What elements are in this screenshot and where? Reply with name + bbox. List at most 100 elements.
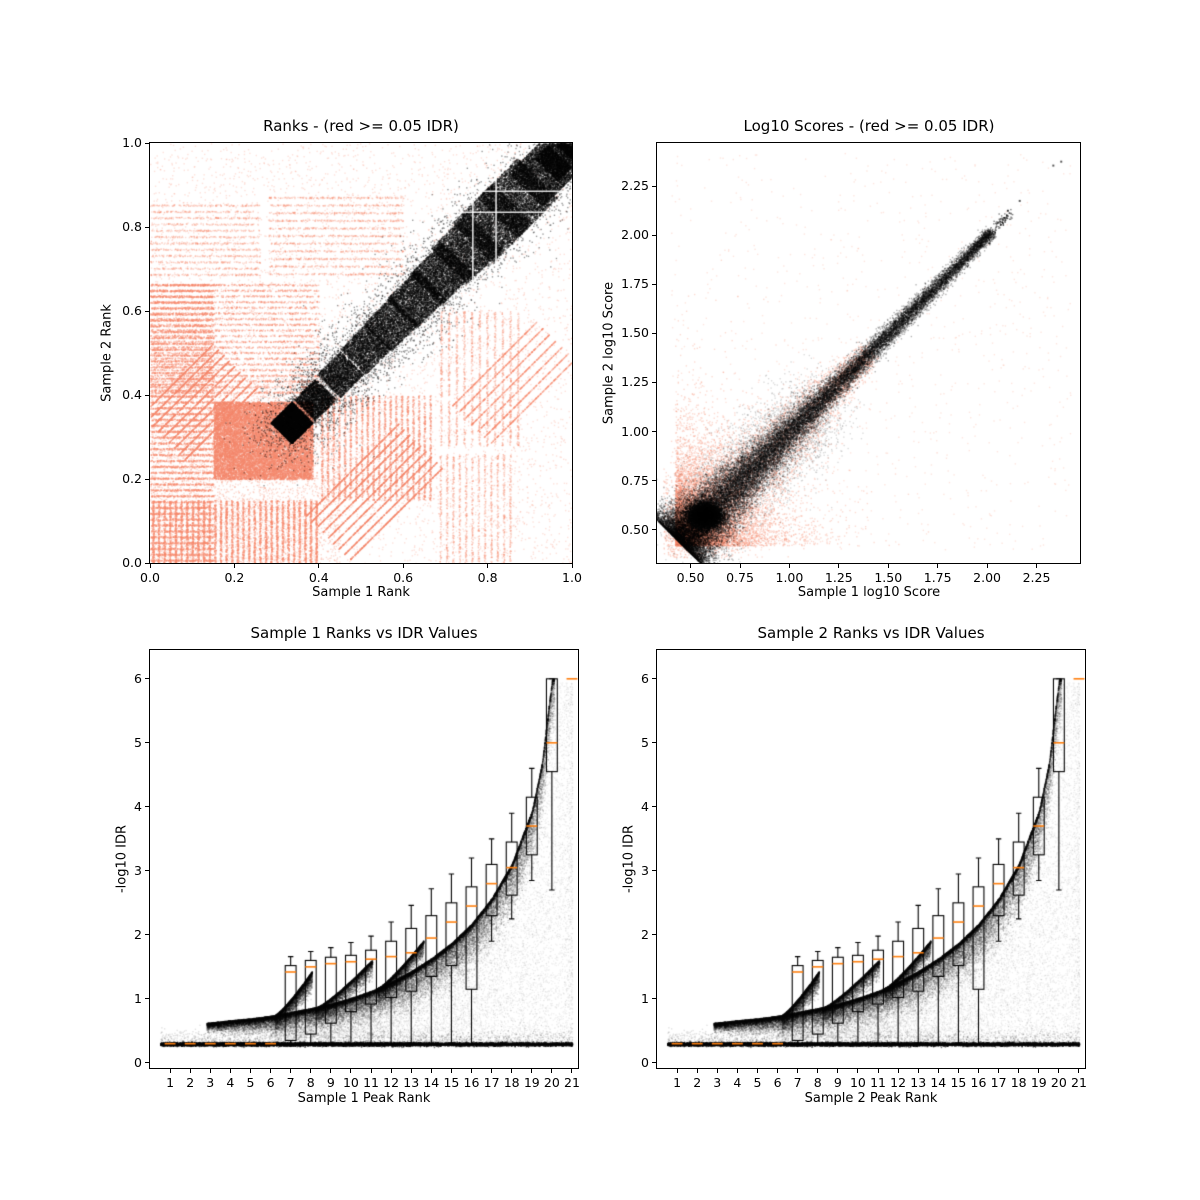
y-tick-mark — [652, 870, 656, 872]
y-tick-mark — [652, 234, 656, 236]
x-tick-label: 12 — [383, 1075, 400, 1090]
y-tick-mark — [652, 431, 656, 432]
y-tick-label: 1 — [134, 990, 142, 1006]
y-tick-label: 2 — [641, 926, 649, 942]
x-tick-label: 10 — [342, 1075, 359, 1090]
y-tick-label: 4 — [641, 798, 649, 814]
y-tick-label: 0 — [134, 1054, 142, 1070]
x-tick-label: 17 — [990, 1075, 1007, 1090]
y-tick-mark — [652, 742, 656, 744]
x-tick-mark — [777, 1069, 779, 1073]
x-tick-mark — [402, 564, 404, 568]
y-tick-mark — [145, 310, 149, 312]
y-tick-mark — [145, 934, 149, 936]
x-tick-label: 18 — [503, 1075, 520, 1090]
x-tick-mark — [270, 1069, 272, 1073]
x-tick-mark — [917, 1069, 919, 1073]
y-tick-label: 0 — [641, 1054, 649, 1070]
x-tick-mark — [857, 1069, 859, 1073]
x-tick-mark — [487, 564, 489, 568]
x-tick-label: 3 — [713, 1075, 722, 1090]
x-tick-mark — [430, 1069, 432, 1073]
x-tick-label: 1.00 — [775, 570, 804, 585]
x-tick-mark — [690, 564, 692, 568]
x-tick-label: 2.00 — [973, 570, 1002, 585]
x-tick-label: 13 — [910, 1075, 927, 1090]
x-tick-label: 0.75 — [726, 570, 754, 585]
x-tick-mark — [450, 1069, 452, 1073]
y-tick-label: 0.6 — [122, 303, 142, 318]
x-tick-mark — [716, 1069, 718, 1073]
x-tick-label: 8 — [306, 1075, 315, 1090]
x-tick-mark — [209, 1069, 211, 1073]
x-tick-label: 16 — [970, 1075, 987, 1090]
y-tick-label: 0.4 — [122, 387, 142, 402]
ranks-xlabel: Sample 1 Rank — [312, 585, 410, 600]
x-tick-mark — [249, 1069, 251, 1073]
x-tick-mark — [897, 1069, 899, 1073]
x-tick-mark — [491, 1069, 493, 1073]
y-tick-label: 3 — [134, 862, 142, 878]
x-tick-mark — [736, 1069, 738, 1073]
x-tick-label: 21 — [564, 1075, 580, 1090]
y-tick-mark — [145, 870, 149, 872]
x-tick-mark — [390, 1069, 392, 1073]
ranks-scatter-plot: 0.0 0.2 0.4 0.6 0.8 1.0 0.0 0.2 0.4 0.6 0.8 1.0 — [122, 135, 582, 585]
x-tick-label: 5 — [246, 1075, 255, 1090]
y-tick-label: 2.00 — [621, 227, 649, 243]
y-tick-label: 4 — [134, 798, 142, 814]
x-tick-mark — [511, 1069, 513, 1073]
x-tick-mark — [838, 564, 840, 568]
y-tick-mark — [145, 142, 149, 144]
y-tick-label: 2.25 — [621, 178, 649, 194]
x-tick-mark — [788, 564, 790, 568]
x-tick-label: 20 — [1050, 1075, 1067, 1090]
y-tick-label: 0.0 — [122, 555, 142, 570]
sample1-idr-xlabel: Sample 1 Peak Rank — [297, 1091, 431, 1106]
x-tick-mark — [817, 1069, 819, 1073]
scores-scatter-plot: 0.50 0.75 1.00 1.25 1.50 1.75 2.00 2.25 0.50 0.75… — [621, 142, 1081, 585]
x-tick-mark — [978, 1069, 979, 1073]
x-tick-mark — [571, 564, 573, 568]
x-tick-label: 7 — [286, 1075, 295, 1090]
y-tick-mark — [145, 1062, 149, 1064]
x-tick-mark — [937, 564, 939, 568]
x-tick-mark — [471, 1069, 472, 1073]
x-tick-mark — [739, 564, 741, 568]
x-tick-label: 0.8 — [477, 570, 498, 585]
x-tick-label: 1.50 — [874, 570, 903, 585]
y-tick-mark — [652, 934, 656, 936]
x-tick-label: 12 — [890, 1075, 907, 1090]
x-tick-label: 9 — [326, 1075, 335, 1090]
y-tick-label: 1.25 — [621, 374, 649, 390]
x-tick-label: 14 — [930, 1075, 947, 1090]
sample2-idr-ylabel: -log10 IDR — [621, 824, 637, 894]
y-tick-label: 0.75 — [621, 472, 649, 488]
x-tick-label: 1 — [673, 1075, 682, 1090]
x-tick-mark — [410, 1069, 412, 1073]
y-tick-mark — [145, 678, 149, 680]
y-tick-mark — [145, 562, 149, 564]
x-tick-mark — [551, 1069, 553, 1073]
x-tick-mark — [887, 564, 889, 568]
x-tick-mark — [1078, 1069, 1080, 1073]
x-tick-mark — [797, 1069, 799, 1073]
x-tick-label: 18 — [1010, 1075, 1027, 1090]
x-tick-mark — [986, 564, 988, 568]
x-tick-mark — [169, 1069, 171, 1073]
scores-scatter-canvas — [657, 143, 1080, 563]
x-tick-label: 1.0 — [562, 570, 582, 585]
x-tick-label: 15 — [950, 1075, 967, 1090]
y-tick-mark — [652, 283, 656, 285]
y-tick-mark — [145, 226, 149, 228]
x-tick-label: 2 — [186, 1075, 195, 1090]
ranks-ylabel: Sample 2 Rank — [99, 304, 115, 402]
x-tick-mark — [571, 1069, 573, 1073]
y-tick-mark — [652, 806, 656, 808]
x-tick-label: 14 — [423, 1075, 440, 1090]
x-tick-mark — [1018, 1069, 1020, 1073]
x-tick-label: 15 — [443, 1075, 460, 1090]
x-tick-label: 13 — [403, 1075, 420, 1090]
x-tick-mark — [676, 1069, 678, 1073]
